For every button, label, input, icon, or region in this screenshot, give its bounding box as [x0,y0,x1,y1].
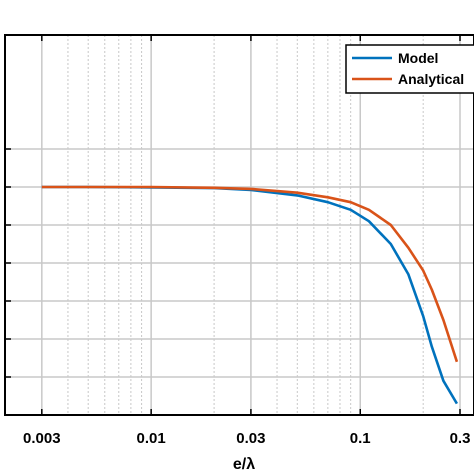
x-tick-label: 0.03 [236,430,265,447]
x-tick-label: 0.3 [450,430,471,447]
x-axis-ticks: 0.003 0.01 0.03 0.1 0.3 [5,35,470,447]
legend-label-model: Model [398,50,438,66]
legend-box [345,44,474,94]
series-line-analytical [41,185,459,363]
x-tick-label: 0.1 [350,430,371,447]
legend-label-analytical: Analytical [398,71,464,87]
series-lines [41,185,459,405]
grid [4,35,474,415]
x-axis-label: e/λ [233,456,255,473]
legend: Model Analytical [345,44,474,94]
series-line-model [41,185,459,405]
x-tick-label: 0.01 [137,430,166,447]
x-tick-label: 0.003 [23,430,61,447]
